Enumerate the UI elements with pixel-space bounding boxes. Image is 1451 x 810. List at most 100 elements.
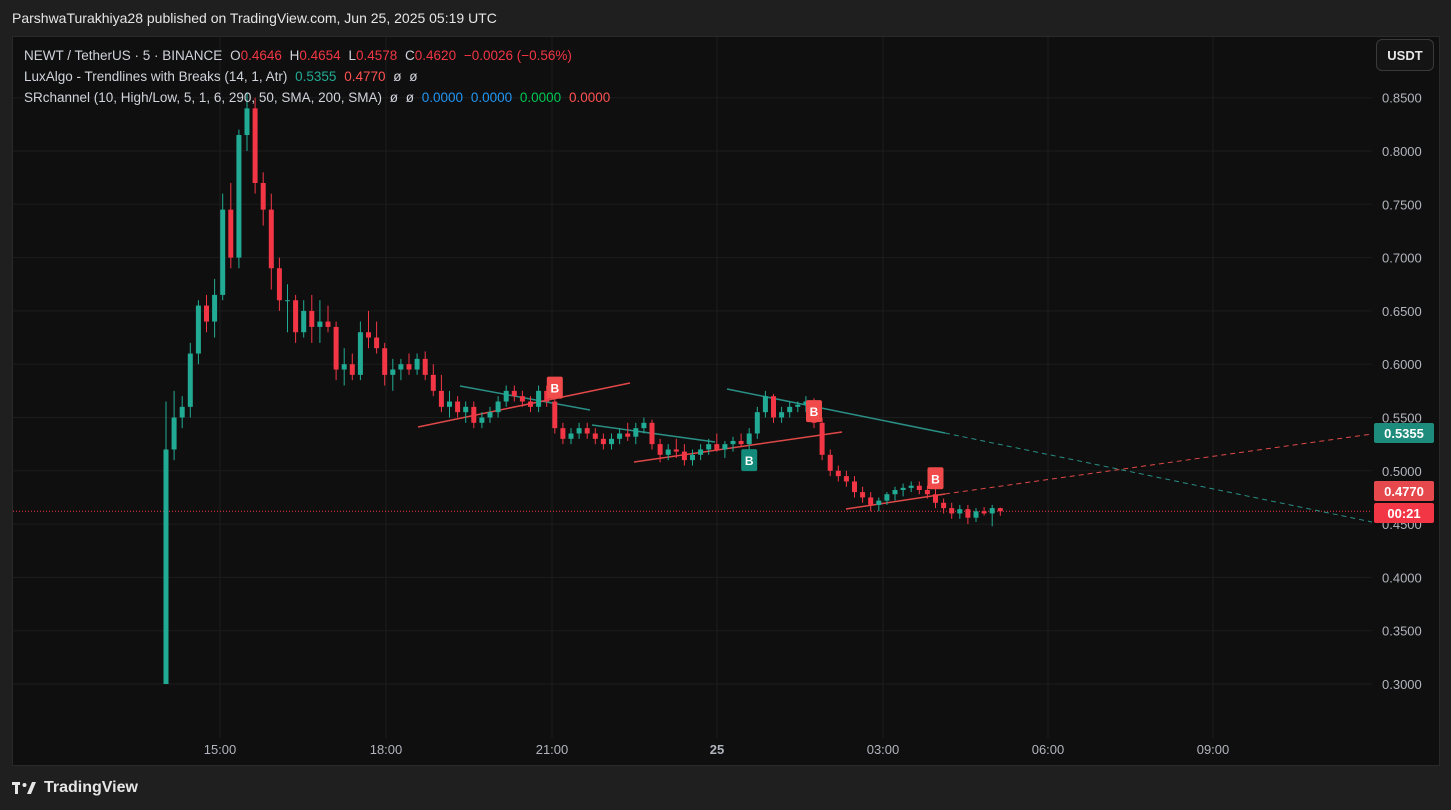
y-tick-label: 0.8500	[1382, 91, 1422, 106]
candle-body	[795, 404, 801, 407]
breakout-label-bearish	[546, 376, 563, 399]
chart-frame[interactable]	[12, 36, 1440, 766]
x-tick-label: 21:00	[536, 742, 569, 757]
luxalgo-lower-value: 0.4770	[344, 69, 386, 84]
candle-body	[625, 433, 631, 437]
candle-body	[584, 428, 590, 434]
symbol-legend-row[interactable]: NEWT / TetherUS · 5 · BINANCE O0.4646 H0…	[24, 45, 610, 66]
currency-unit-button[interactable]: USDT	[1376, 39, 1434, 71]
candle-body	[706, 444, 712, 450]
y-tick-label: 0.6500	[1382, 304, 1422, 319]
candle-body	[576, 428, 582, 434]
candle-body	[528, 401, 533, 407]
candle-body	[892, 489, 898, 495]
y-tick-label: 0.7000	[1382, 251, 1422, 266]
publish-info: ParshwaTurakhiya28 published on TradingV…	[12, 10, 497, 26]
candle-body	[511, 390, 517, 397]
candle-body	[260, 182, 266, 210]
candle-body	[163, 449, 169, 684]
srchannel-legend-row[interactable]: SRchannel (10, High/Low, 5, 1, 6, 290, 5…	[24, 87, 610, 108]
candle-body	[357, 332, 363, 375]
lower-trendline-1	[417, 382, 631, 428]
candle-body	[268, 209, 274, 269]
candle-body	[374, 337, 380, 349]
candle-body	[941, 502, 947, 509]
candle-body	[487, 412, 493, 418]
candle-body	[641, 422, 647, 429]
srchannel-name[interactable]: SRchannel (10, High/Low, 5, 1, 6, 290, 5…	[24, 90, 382, 105]
candle-body	[382, 348, 388, 375]
candle-body	[519, 396, 525, 402]
candle-body	[698, 449, 704, 455]
y-tick-label: 0.7500	[1382, 197, 1422, 212]
chart-legend: NEWT / TetherUS · 5 · BINANCE O0.4646 H0…	[24, 45, 610, 108]
candle-body	[738, 440, 744, 445]
candle-body	[908, 485, 914, 488]
candle-body	[609, 438, 614, 445]
x-tick-label: 03:00	[867, 742, 900, 757]
y-tick-label: 0.4000	[1382, 570, 1422, 585]
candle-body	[187, 353, 193, 407]
close-value: 0.4620	[414, 48, 457, 63]
candle-body	[447, 401, 452, 407]
candle-body	[876, 500, 882, 505]
candle-body	[835, 470, 841, 477]
candle-body	[204, 305, 209, 322]
candle-body	[779, 412, 785, 418]
candle-body	[722, 444, 728, 450]
luxalgo-empty-2: ø	[409, 69, 418, 84]
candle-body	[633, 428, 639, 437]
candle-body	[673, 449, 679, 452]
luxalgo-name[interactable]: LuxAlgo - Trendlines with Breaks (14, 1,…	[24, 69, 288, 84]
luxalgo-legend-row[interactable]: LuxAlgo - Trendlines with Breaks (14, 1,…	[24, 66, 610, 87]
high-value: 0.4654	[299, 48, 341, 63]
candle-body	[714, 444, 720, 450]
candle-body	[293, 300, 299, 333]
candle-body	[965, 509, 971, 518]
candle-body	[195, 305, 201, 354]
candle-body	[349, 364, 355, 375]
candle-body	[681, 451, 687, 461]
breakout-label-text: B	[745, 454, 754, 468]
candle-body	[657, 444, 663, 455]
candle-body	[503, 390, 509, 402]
candle-body	[852, 481, 857, 493]
low-label: L	[348, 48, 356, 63]
candle-body	[285, 300, 290, 302]
candle-body	[536, 390, 542, 407]
candle-body	[495, 401, 501, 413]
candle-body	[924, 489, 930, 495]
candle-body	[430, 374, 436, 391]
candle-body	[438, 390, 444, 407]
candle-body	[665, 449, 671, 455]
candle-body	[617, 433, 623, 439]
lower-trendline-3	[845, 493, 946, 510]
candle-body	[592, 433, 598, 439]
x-tick-label: 18:00	[370, 742, 403, 757]
symbol-name[interactable]: NEWT / TetherUS · 5 · BINANCE	[24, 48, 223, 63]
price-chart[interactable]: 0.8500 0.8000 0.7500 0.7000 0.6500 0.6000 0.55…	[0, 0, 1451, 768]
breakout-label-bearish	[927, 467, 944, 490]
candle-body	[771, 396, 776, 418]
candle-body	[949, 508, 955, 514]
tradingview-brand[interactable]: TradingView	[12, 779, 138, 797]
candle-body	[236, 135, 242, 258]
change-value: −0.0026 (−0.56%)	[463, 48, 572, 63]
candle-body	[827, 454, 833, 471]
breakout-label-text: B	[931, 472, 940, 486]
candle-body	[981, 511, 987, 514]
candle-body	[730, 440, 736, 445]
candle-body	[989, 508, 995, 514]
footer-bar	[0, 768, 1451, 810]
candle-body	[406, 364, 412, 370]
x-tick-label: 25	[710, 742, 724, 757]
low-value: 0.4578	[355, 48, 398, 63]
candle-body	[746, 433, 752, 445]
breakout-label-text: B	[550, 382, 559, 396]
srchannel-empty-2: ø	[405, 90, 414, 105]
candle-body	[341, 364, 347, 370]
lower-trendline-2	[633, 431, 843, 463]
candle-body	[884, 494, 890, 501]
srchannel-value-3: 0.0000	[519, 90, 562, 105]
breakout-label-text: B	[810, 405, 819, 419]
